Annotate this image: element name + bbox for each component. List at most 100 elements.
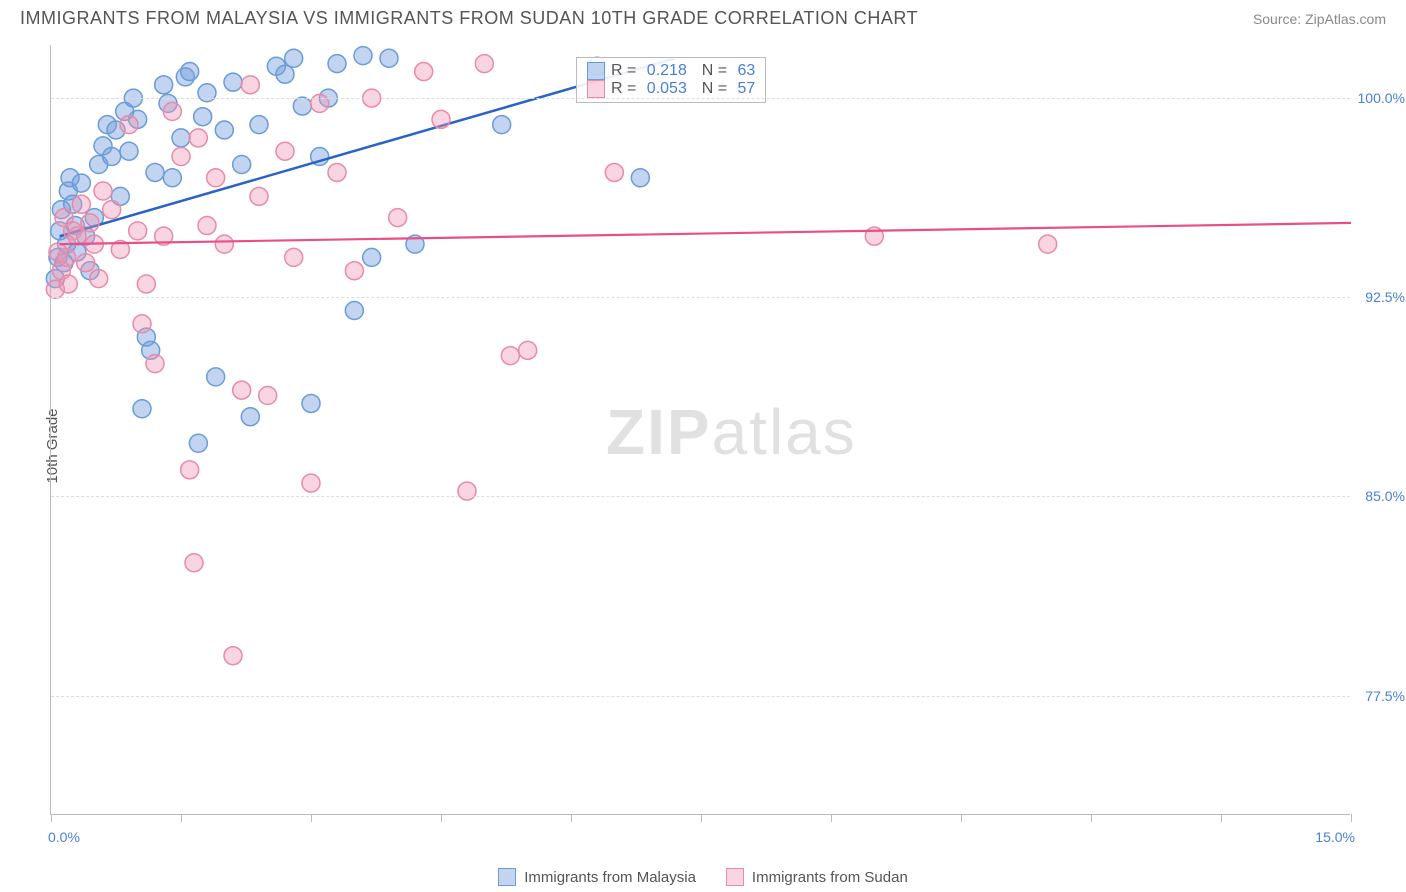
scatter-point	[194, 108, 212, 126]
chart-title: IMMIGRANTS FROM MALAYSIA VS IMMIGRANTS F…	[20, 8, 918, 29]
scatter-point	[302, 394, 320, 412]
bottom-legend-label: Immigrants from Malaysia	[524, 869, 696, 886]
trend-line	[60, 223, 1351, 244]
x-axis-max-label: 15.0%	[1315, 829, 1355, 845]
legend-n-value: 57	[738, 80, 756, 98]
legend-swatch	[587, 80, 605, 98]
scatter-point	[81, 214, 99, 232]
scatter-point	[215, 121, 233, 139]
scatter-point	[189, 129, 207, 147]
legend-n-label: N =	[693, 62, 732, 80]
scatter-point	[207, 368, 225, 386]
scatter-point	[146, 163, 164, 181]
x-tick	[1091, 814, 1092, 822]
scatter-point	[293, 97, 311, 115]
scatter-point	[1039, 235, 1057, 253]
bottom-legend-label: Immigrants from Sudan	[752, 869, 908, 886]
scatter-point	[163, 102, 181, 120]
scatter-point	[493, 116, 511, 134]
scatter-point	[328, 163, 346, 181]
scatter-point	[120, 142, 138, 160]
stats-legend-row: R = 0.053 N = 57	[587, 80, 755, 98]
scatter-point	[103, 148, 121, 166]
scatter-point	[59, 275, 77, 293]
scatter-point	[129, 222, 147, 240]
y-tick-label: 77.5%	[1365, 688, 1405, 704]
scatter-point	[77, 254, 95, 272]
legend-swatch	[587, 62, 605, 80]
scatter-point	[90, 270, 108, 288]
y-tick-label: 100.0%	[1358, 90, 1405, 106]
gridline	[51, 98, 1350, 99]
gridline	[51, 297, 1350, 298]
legend-swatch	[726, 868, 744, 886]
scatter-point	[163, 169, 181, 187]
scatter-point	[172, 129, 190, 147]
legend-n-label: N =	[693, 80, 732, 98]
chart-header: IMMIGRANTS FROM MALAYSIA VS IMMIGRANTS F…	[0, 0, 1406, 33]
scatter-point	[501, 347, 519, 365]
legend-r-value: 0.218	[647, 62, 687, 80]
scatter-point	[224, 73, 242, 91]
scatter-point	[215, 235, 233, 253]
scatter-point	[58, 248, 76, 266]
scatter-point	[133, 315, 151, 333]
scatter-point	[432, 110, 450, 128]
scatter-point	[233, 381, 251, 399]
scatter-point	[363, 248, 381, 266]
scatter-point	[345, 302, 363, 320]
bottom-legend-item: Immigrants from Sudan	[726, 868, 908, 886]
scatter-point	[415, 63, 433, 81]
scatter-point	[189, 434, 207, 452]
chart-source: Source: ZipAtlas.com	[1253, 11, 1386, 27]
scatter-point	[389, 209, 407, 227]
legend-r-value: 0.053	[647, 80, 687, 98]
scatter-point	[276, 142, 294, 160]
x-tick	[961, 814, 962, 822]
scatter-point	[146, 355, 164, 373]
scatter-point	[285, 49, 303, 67]
scatter-point	[181, 63, 199, 81]
scatter-point	[72, 174, 90, 192]
scatter-point	[185, 554, 203, 572]
gridline	[51, 496, 1350, 497]
scatter-point	[302, 474, 320, 492]
legend-r-label: R =	[611, 62, 641, 80]
scatter-point	[328, 55, 346, 73]
plot-area: R = 0.218 N = 63R = 0.053 N = 57 ZIPatla…	[50, 45, 1350, 815]
scatter-point	[276, 65, 294, 83]
stats-legend-row: R = 0.218 N = 63	[587, 62, 755, 80]
legend-swatch	[498, 868, 516, 886]
bottom-legend-item: Immigrants from Malaysia	[498, 868, 696, 886]
x-tick	[51, 814, 52, 822]
scatter-point	[172, 148, 190, 166]
scatter-point	[155, 76, 173, 94]
scatter-point	[285, 248, 303, 266]
scatter-point	[345, 262, 363, 280]
bottom-legend: Immigrants from Malaysia Immigrants from …	[0, 868, 1406, 886]
scatter-point	[72, 195, 90, 213]
scatter-point	[475, 55, 493, 73]
scatter-point	[120, 116, 138, 134]
scatter-point	[241, 76, 259, 94]
x-tick	[181, 814, 182, 822]
chart-container: R = 0.218 N = 63R = 0.053 N = 57 ZIPatla…	[50, 45, 1350, 815]
stats-legend: R = 0.218 N = 63R = 0.053 N = 57	[576, 57, 766, 103]
scatter-point	[354, 47, 372, 65]
scatter-point	[94, 182, 112, 200]
scatter-point	[181, 461, 199, 479]
x-tick	[311, 814, 312, 822]
scatter-point	[605, 163, 623, 181]
x-tick	[701, 814, 702, 822]
scatter-point	[207, 169, 225, 187]
gridline	[51, 696, 1350, 697]
legend-r-label: R =	[611, 80, 641, 98]
scatter-point	[133, 400, 151, 418]
legend-n-value: 63	[738, 62, 756, 80]
plot-svg	[51, 45, 1351, 815]
x-axis-min-label: 0.0%	[48, 829, 80, 845]
y-tick-label: 92.5%	[1365, 289, 1405, 305]
scatter-point	[233, 155, 251, 173]
scatter-point	[224, 647, 242, 665]
y-tick-label: 85.0%	[1365, 488, 1405, 504]
